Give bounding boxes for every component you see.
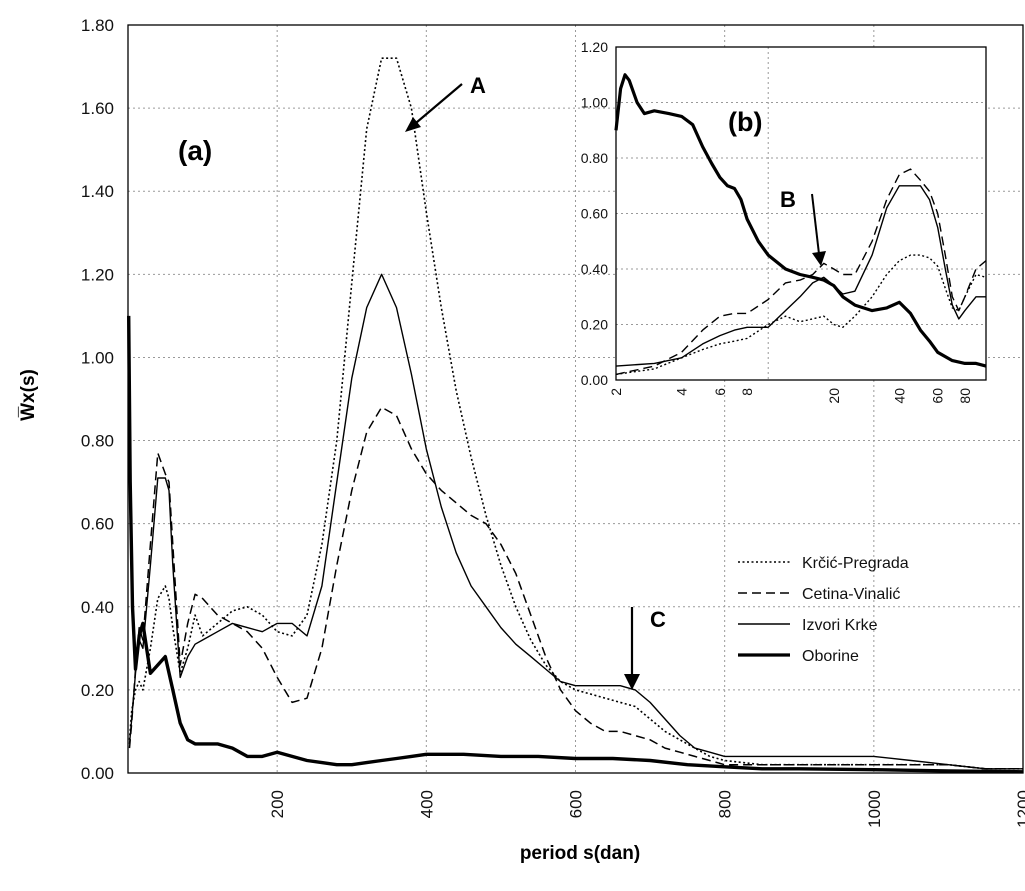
main-series-izvori-krke [128, 273, 1023, 770]
main-y-tick-label: 0.20 [81, 681, 114, 700]
main-y-tick-label: 1.60 [81, 99, 114, 118]
main-y-tick-label: 0.40 [81, 598, 114, 617]
main-x-tick-label: 200 [268, 790, 287, 818]
inset-plot-panel: 0.00 0.20 0.40 0.60 0.80 1.00 1.20 2 4 6 8 20 40 60 8… [581, 39, 987, 404]
annotation-a: A [405, 73, 486, 132]
y-axis-label: W̅x(s) [18, 369, 39, 421]
inset-x-tick-label: 80 [957, 388, 973, 404]
annotation-a-arrow [409, 83, 463, 129]
inset-x-tick-label: 60 [930, 388, 946, 404]
main-x-tick-label: 800 [716, 790, 735, 818]
annotation-c-arrowhead [624, 674, 640, 690]
annotation-b-label: B [780, 187, 796, 212]
inset-x-tick-label: 8 [739, 388, 755, 396]
annotation-c-label: C [650, 607, 666, 632]
annotation-c: C [624, 607, 666, 690]
main-y-tick-label: 1.80 [81, 16, 114, 35]
inset-x-tick-label: 2 [608, 388, 624, 396]
main-series-krcic-pregrada [128, 57, 1023, 770]
annotation-b: B [780, 187, 826, 266]
main-x-tick-label: 600 [567, 790, 586, 818]
annotation-a-label: A [470, 73, 486, 98]
inset-y-tick-label: 0.00 [581, 372, 608, 388]
main-series-oborine [127, 315, 1024, 774]
main-x-tick-label: 1000 [865, 790, 884, 828]
main-plot-frame [127, 24, 1024, 774]
main-y-tick-label: 0.60 [81, 515, 114, 534]
main-plot-y-ticks: 0.00 0.20 0.40 0.60 0.80 1.00 1.20 1.40 1.60 1.80 [81, 16, 114, 783]
legend-label-izvori-krke: Izvori Krke [802, 617, 878, 634]
inset-series-cetina-vinalic [615, 168, 987, 376]
main-y-tick-label: 0.80 [81, 432, 114, 451]
main-x-tick-label: 400 [417, 790, 436, 818]
main-plot-x-ticks: 200 400 600 800 1000 1200 [268, 790, 1025, 828]
annotation-b-arrowhead [812, 251, 826, 266]
legend-label-krcic-pregrada: Krčić-Pregrada [802, 555, 909, 572]
inset-y-tick-label: 0.60 [581, 206, 608, 222]
main-y-tick-label: 0.00 [81, 764, 114, 783]
inset-plot-y-ticks: 0.00 0.20 0.40 0.60 0.80 1.00 1.20 [581, 39, 608, 388]
inset-y-tick-label: 0.80 [581, 150, 608, 166]
inset-y-tick-label: 0.40 [581, 261, 608, 277]
legend-label-cetina-vinalic: Cetina-Vinalić [802, 586, 900, 603]
inset-y-tick-label: 1.20 [581, 39, 608, 55]
inset-series-oborine [614, 73, 987, 368]
main-panel-label: (a) [178, 135, 212, 166]
x-axis-label: period s(dan) [520, 843, 640, 864]
main-y-tick-label: 1.20 [81, 265, 114, 284]
legend: Krčić-Pregrada Cetina-Vinalić Izvori Krke O… [738, 555, 909, 665]
main-series-cetina-vinalic [128, 406, 1023, 770]
inset-y-tick-label: 0.20 [581, 317, 608, 333]
inset-plot-grid [616, 47, 986, 380]
inset-y-tick-label: 1.00 [581, 95, 608, 111]
main-x-tick-label: 1200 [1014, 790, 1025, 828]
inset-x-tick-label: 40 [891, 388, 907, 404]
inset-plot-frame [615, 46, 987, 381]
inset-series-izvori-krke [615, 185, 986, 367]
main-y-tick-label: 1.00 [81, 348, 114, 367]
inset-plot-x-ticks: 2 4 6 8 20 40 60 80 [608, 388, 973, 404]
inset-panel-label: (b) [728, 107, 762, 137]
inset-x-tick-label: 6 [712, 388, 728, 396]
inset-plot-lines [614, 73, 987, 376]
inset-x-tick-label: 20 [826, 388, 842, 404]
main-plot-lines [127, 57, 1024, 774]
annotation-b-arrow [811, 193, 820, 255]
legend-label-oborine: Oborine [802, 648, 859, 665]
main-y-tick-label: 1.40 [81, 182, 114, 201]
annotation-a-arrowhead [405, 117, 421, 132]
inset-x-tick-label: 4 [674, 388, 690, 396]
